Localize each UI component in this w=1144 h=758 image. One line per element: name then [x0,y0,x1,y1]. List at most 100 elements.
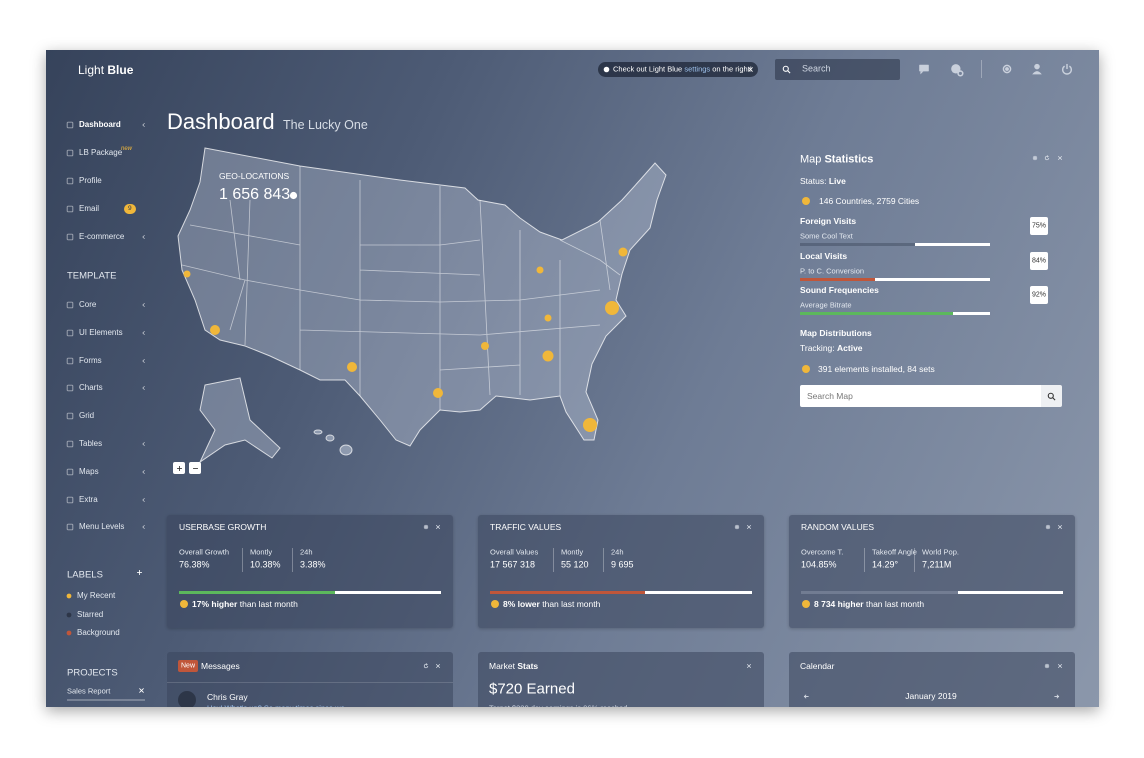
icon-gear[interactable] [1045,524,1051,530]
geo-label: GEO-LOCATIONS [219,170,290,181]
icon-gear[interactable] [1044,663,1050,669]
icon-x[interactable] [746,663,752,669]
add-label[interactable] [136,569,143,576]
stat-separator [603,548,604,572]
icon-dot [802,197,810,205]
notice-text: Check out Light Blue settings on the rig… [613,65,752,73]
nav-badge-count: 9 [128,204,132,212]
icon-gear[interactable] [734,524,740,530]
stat-value: 7,211M [922,559,952,570]
next-month[interactable] [1053,693,1060,700]
icon-box [66,412,74,420]
status-line: Status: Live [800,177,846,186]
brand[interactable]: Light Blue [78,64,133,76]
icon-x[interactable] [1057,663,1063,669]
icon-refresh[interactable] [1044,155,1050,161]
map-markers [183,247,628,432]
calendar-month: January 2019 [905,690,957,701]
metric-name: Foreign Visits [800,215,857,226]
nav-link[interactable]: Tables [79,439,103,448]
nav-link[interactable]: Forms [79,355,102,365]
nav-link[interactable]: Dashboard [79,120,121,129]
nav-link[interactable]: Maps [79,466,99,476]
messages-icon[interactable] [918,63,930,75]
nav-link[interactable]: Charts [79,383,103,393]
widget-title: Messages [201,660,240,671]
footer-text: than last month [865,598,925,609]
logout-icon[interactable] [1061,63,1073,75]
stat-label: 24h [611,547,624,557]
stat-label: Overall Values [490,547,539,557]
account-icon[interactable] [1031,63,1043,75]
widget-card [167,652,453,707]
stat-value: 17 567 318 [490,559,536,570]
brand-light: Light [78,63,105,77]
nav-link[interactable]: Core [79,300,97,309]
icon-x[interactable] [1057,155,1063,161]
notice-pill [598,62,758,77]
stat-value: 76.38% [179,559,210,570]
label-link[interactable]: Starred [77,609,104,619]
metric-percent: 75% [1032,222,1047,230]
metric-badge [1030,251,1048,270]
icon-x[interactable] [1057,524,1063,530]
icon-box [66,233,74,241]
card-footer: 8% lower than last month [503,600,600,609]
metric-rest [875,277,990,281]
stat-separator [292,548,293,572]
nav-link[interactable]: Profile [79,176,102,185]
icon-x[interactable] [435,663,441,669]
notice-close[interactable] [747,66,754,73]
settings-icon[interactable] [1001,63,1013,75]
project-close[interactable] [138,687,145,694]
nav-link[interactable]: Email [79,204,100,213]
icon-chev [142,386,145,391]
icon-dot [491,600,499,608]
nav-badge-new: new [121,146,133,152]
notice-link[interactable]: settings [684,64,711,74]
map-search-input[interactable] [800,385,1041,407]
title-bold: Statistics [824,153,874,166]
label-link[interactable]: My Recent [77,591,116,600]
icon-refresh[interactable] [423,663,429,669]
widget-title: Calendar [800,660,835,671]
nav-link[interactable]: E-commerce [79,232,125,241]
nav-link[interactable]: LB Package [79,148,123,157]
stat-card [789,515,1075,628]
message-sender[interactable]: Chris Gray [207,691,248,702]
card-bar-rest [335,591,441,594]
prev-month[interactable] [803,693,810,700]
stat-card [478,515,764,628]
metric-name: Sound Frequencies [800,284,879,295]
stat-label: Montly [561,547,584,557]
search-box[interactable] [775,59,900,80]
status-value: Live [828,175,846,186]
icon-box [66,385,74,392]
icon-gear[interactable] [423,524,429,530]
icon-search [782,65,790,73]
nav-link[interactable]: UI Elements [79,327,123,337]
tracking-value: Active [837,342,863,353]
icon-box [66,524,74,531]
metric-rest [953,312,990,315]
nav-link[interactable]: Menu Levels [79,522,125,532]
icon-x[interactable] [746,524,752,530]
notice-after: on the right! [712,64,752,74]
icon-gear[interactable] [1032,155,1038,161]
icon-box [66,496,74,503]
icon-x[interactable] [435,524,441,530]
notifications-icon[interactable] [950,63,964,77]
nav-link[interactable]: Extra [79,494,98,504]
stat-separator [553,548,554,572]
stat-label: Takeoff Angle [872,547,917,557]
stat-card [167,515,453,628]
card-bar-rest [958,591,1063,594]
icon-box [66,205,74,213]
map-search-button[interactable] [1041,385,1062,407]
icon-dot [66,593,72,599]
map-search-placeholder: Search Map [807,390,853,401]
section-heading: LABELS [67,569,103,581]
label-link[interactable]: Background [77,628,120,637]
divider [981,60,982,78]
nav-link[interactable]: Grid [79,411,95,421]
